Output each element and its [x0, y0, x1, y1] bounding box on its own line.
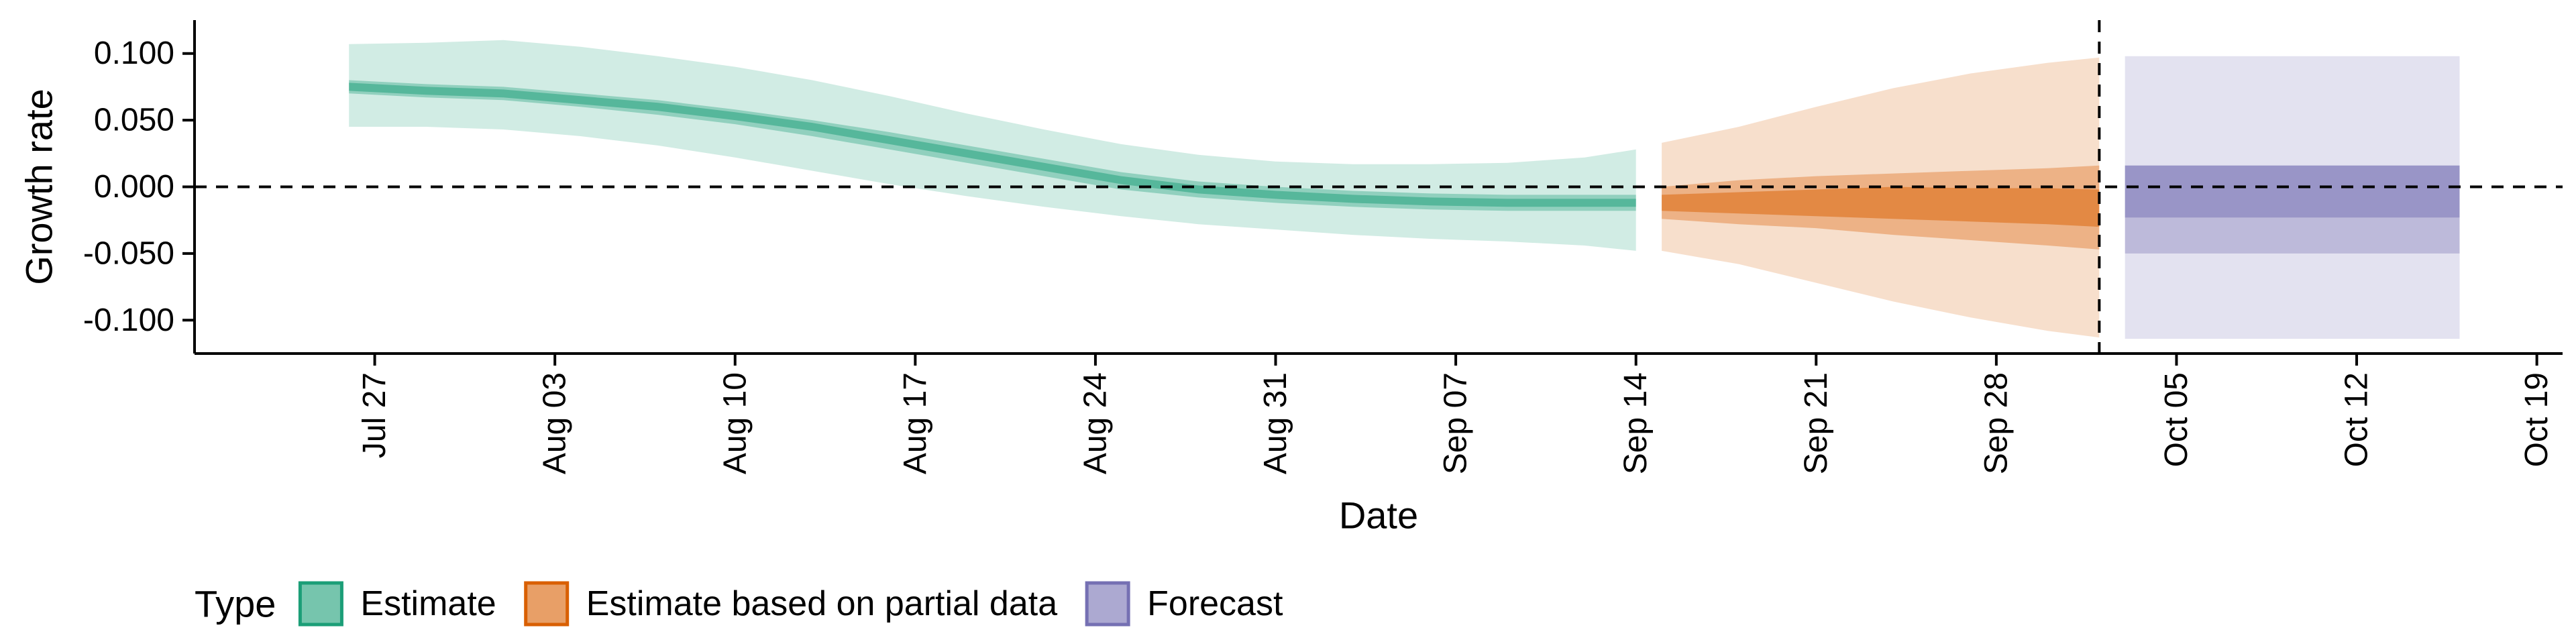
y-tick-label: -0.050: [83, 235, 174, 271]
band-90-estimate: [349, 40, 1636, 251]
y-tick-label: 0.000: [94, 169, 174, 205]
x-tick-label: Aug 24: [1077, 372, 1113, 474]
x-tick-label: Aug 10: [717, 372, 753, 474]
x-tick-label: Oct 05: [2159, 372, 2194, 467]
legend-key: [524, 581, 570, 627]
y-tick-label: 0.100: [94, 36, 174, 71]
series-estimate: [349, 40, 1636, 251]
x-tick-label: Sep 28: [1978, 372, 2014, 474]
legend-item-estimate-based-on-partial-data: Estimate based on partial data: [524, 581, 1058, 627]
legend-item-estimate: Estimate: [298, 581, 496, 627]
legend: Type Estimate Estimate based on partial da…: [195, 581, 1283, 627]
legend-key: [298, 581, 343, 627]
axes: 0.100 0.050 0.000 -0.050 -0.100 Jul 27 Aug 03 A…: [18, 20, 2563, 537]
legend-label: Estimate: [360, 584, 496, 623]
x-tick-label: Sep 14: [1618, 372, 1654, 474]
y-tick-label: 0.050: [94, 103, 174, 138]
x-tick-label: Jul 27: [357, 372, 392, 458]
band-50-estimate: [349, 80, 1636, 211]
legend-label: Estimate based on partial data: [586, 584, 1058, 623]
band-20-estimate: [349, 83, 1636, 207]
series-forecast: [2125, 56, 2460, 339]
x-tick-label: Aug 03: [537, 372, 573, 474]
x-tick-label: Oct 12: [2339, 372, 2375, 467]
reference-lines: [195, 20, 2563, 354]
y-tick-label: -0.100: [83, 303, 174, 338]
x-tick-label: Sep 21: [1799, 372, 1834, 474]
x-tick-label: Aug 31: [1258, 372, 1293, 474]
x-axis-title: Date: [1339, 494, 1418, 537]
x-tick-label: Sep 07: [1438, 372, 1474, 474]
x-tick-label: Oct 19: [2519, 372, 2555, 467]
band-20-estimate-based-on-partial-data: [1662, 186, 2100, 227]
series-layer: [349, 40, 2460, 339]
legend-item-forecast: Forecast: [1085, 581, 1283, 627]
legend-key: [1085, 581, 1130, 627]
band-20-forecast: [2125, 165, 2460, 218]
y-axis-title: Growth rate: [18, 89, 60, 285]
legend-title: Type: [195, 583, 276, 625]
legend-label: Forecast: [1147, 584, 1283, 623]
x-tick-label: Aug 17: [898, 372, 933, 474]
series-estimate-based-on-partial-data: [1662, 57, 2100, 338]
